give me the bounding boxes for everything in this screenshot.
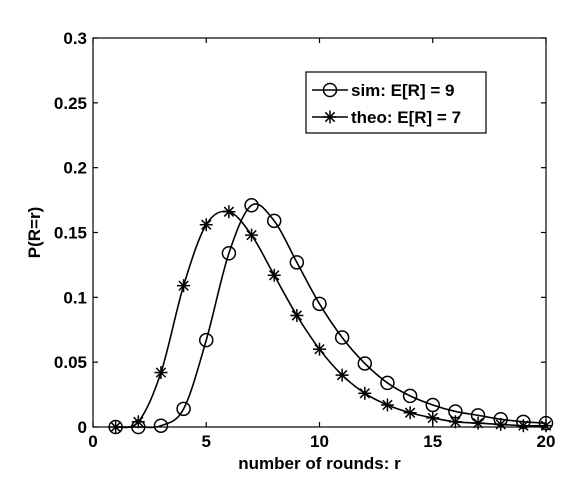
asterisk-marker (267, 268, 281, 282)
y-tick-label: 0.05 (54, 353, 87, 372)
x-tick-label: 5 (202, 432, 211, 451)
series-theo (109, 205, 553, 434)
y-tick-label: 0.15 (54, 224, 87, 243)
asterisk-marker (313, 342, 326, 356)
y-tick-label: 0 (78, 418, 87, 437)
asterisk-marker (426, 411, 440, 425)
x-tick-label: 0 (88, 432, 97, 451)
plot-area: 0 5 10 15 20 0 0.05 0.1 0.15 0.2 0.25 0.3 (54, 29, 556, 451)
circle-marker (199, 332, 214, 348)
legend: sim: E[R] = 9 theo: E[R] = 7 (305, 71, 487, 134)
legend-label: theo: E[R] = 7 (351, 108, 461, 127)
circle-marker (176, 401, 191, 417)
series-sim (108, 198, 554, 435)
legend-item: sim: E[R] = 9 (312, 81, 454, 100)
series-line (115, 210, 547, 429)
circle-marker (244, 198, 259, 213)
circle-marker (289, 255, 305, 270)
y-axis-label: P(R=r) (25, 207, 44, 258)
asterisk-marker (154, 366, 168, 380)
asterisk-marker (494, 417, 508, 431)
asterisk-marker (290, 308, 304, 322)
y-tick-label: 0.1 (63, 288, 87, 307)
asterisk-marker (516, 419, 530, 433)
x-tick-label: 10 (310, 432, 329, 451)
circle-marker (153, 418, 169, 433)
asterisk-marker (471, 416, 485, 430)
circle-marker (380, 375, 395, 391)
x-tick-label: 15 (423, 432, 442, 451)
y-tick-label: 0.2 (63, 159, 87, 178)
asterisk-marker (539, 419, 553, 433)
circle-marker (322, 82, 338, 98)
legend-label: sim: E[R] = 9 (351, 81, 454, 100)
x-tick-label: 20 (537, 432, 556, 451)
series-line (115, 203, 547, 429)
legend-item: theo: E[R] = 7 (312, 108, 461, 127)
asterisk-marker (335, 368, 349, 382)
asterisk-marker (222, 205, 236, 219)
asterisk-marker (323, 110, 337, 124)
asterisk-marker (448, 415, 462, 429)
asterisk-marker (358, 386, 372, 400)
y-tick-label: 0.3 (63, 29, 87, 48)
y-tick-label: 0.25 (54, 94, 87, 113)
asterisk-marker (109, 420, 123, 434)
legend-box (305, 71, 487, 134)
x-axis-label: number of rounds: r (238, 454, 401, 473)
asterisk-marker (380, 398, 394, 412)
series-layer (108, 198, 554, 435)
circle-marker (312, 296, 327, 312)
circle-marker (357, 356, 373, 371)
asterisk-marker (199, 218, 213, 232)
circle-marker (266, 213, 282, 229)
asterisk-marker (245, 228, 259, 242)
circle-marker (221, 245, 237, 261)
asterisk-marker (131, 415, 145, 429)
circle-marker (334, 330, 350, 345)
asterisk-marker (403, 406, 417, 420)
asterisk-marker (177, 279, 191, 293)
circle-marker (402, 388, 418, 404)
